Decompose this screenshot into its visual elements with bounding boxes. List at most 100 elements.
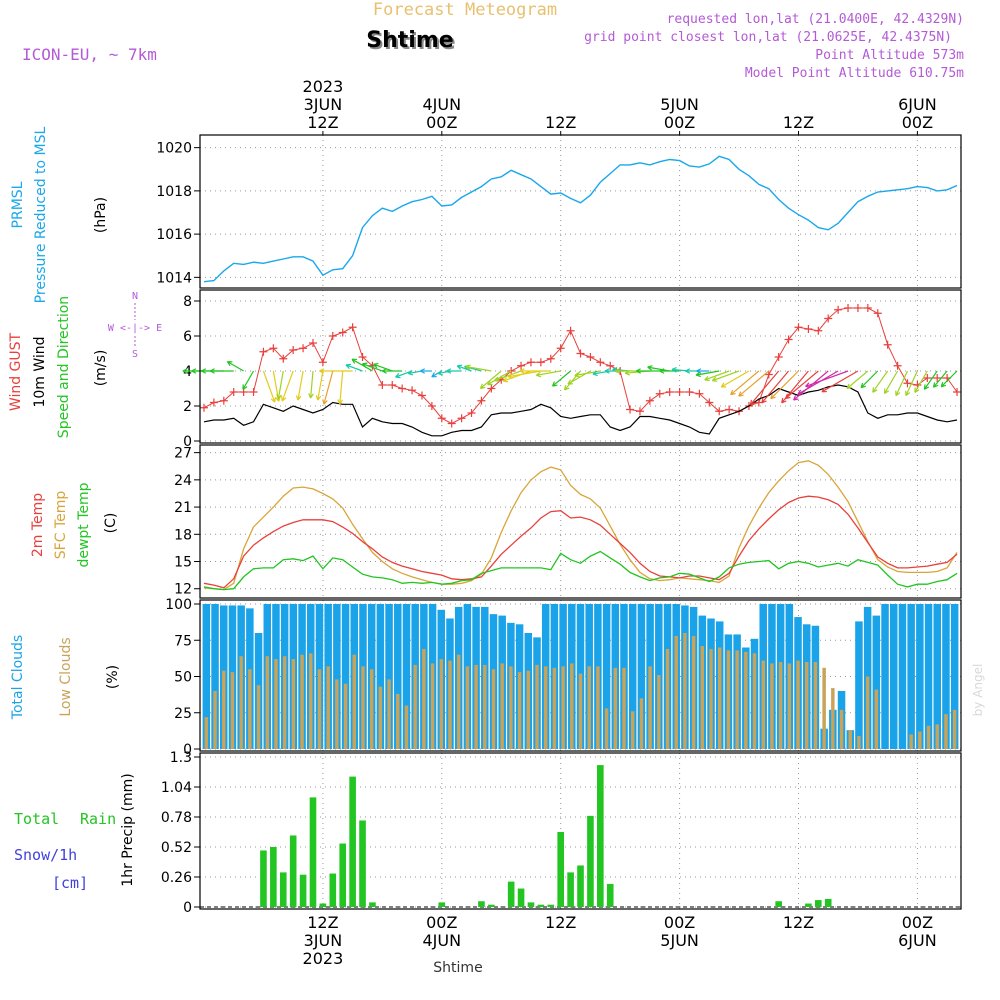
gust-marker <box>457 414 466 423</box>
gust-marker <box>635 407 644 416</box>
low-cloud-bar <box>622 667 626 749</box>
wind-arrow <box>940 370 958 388</box>
wind-arrow <box>381 368 403 374</box>
gust-marker <box>764 370 773 379</box>
bottom-time-label: 6JUN <box>898 931 937 950</box>
wind-arrow <box>659 368 680 374</box>
wind-arrow <box>784 370 819 400</box>
low-cloud-bar <box>570 663 574 749</box>
wind-arrow <box>551 370 571 387</box>
temp-ytick-label: 24 <box>174 473 192 489</box>
low-cloud-bar <box>918 731 922 749</box>
precip-bar <box>299 874 307 907</box>
top-time-label: 12Z <box>783 113 814 132</box>
low-cloud-bar <box>369 669 374 749</box>
pressure-ytick-label: 1020 <box>156 141 192 157</box>
precip-ytick-label: 0.26 <box>161 870 192 886</box>
low-cloud-bar <box>804 662 809 749</box>
gust-marker <box>566 326 575 335</box>
clouds-ytick-label: 25 <box>174 706 192 722</box>
low-cloud-bar <box>831 688 835 749</box>
gust-marker <box>804 325 813 333</box>
wind-arrow <box>846 370 869 390</box>
point-altitude: Point Altitude 573m <box>815 48 964 63</box>
low-cloud-bar <box>909 734 913 749</box>
low-cloud-bar <box>561 666 565 749</box>
wind-arrow <box>635 368 660 374</box>
low-cloud-bar <box>535 664 539 749</box>
low-cloud-bar <box>665 648 670 749</box>
gust-marker <box>665 388 674 396</box>
wind-arrow <box>770 370 799 400</box>
gust-marker <box>348 323 357 332</box>
wind-arrow <box>711 370 740 382</box>
low-cloud-bar <box>778 662 783 749</box>
wind-arrow <box>696 368 710 374</box>
low-cloud-bar <box>735 650 739 749</box>
bottom-time-label: 12Z <box>307 913 338 932</box>
gust-marker <box>923 374 932 382</box>
gust-marker <box>784 335 793 344</box>
gust-marker <box>517 361 526 370</box>
compass-we: W <-|-> E <box>108 323 162 334</box>
low-cloud-bar <box>848 730 852 749</box>
temp2m-line <box>203 495 958 589</box>
low-cloud-bar <box>744 651 748 749</box>
model-altitude: Model Point Altitude 610.75m <box>745 66 964 81</box>
wind-arrow <box>704 370 730 382</box>
precip-ytick-label: 0 <box>183 900 192 916</box>
low-cloud-bar <box>474 664 478 749</box>
gust-marker <box>427 402 436 410</box>
gust-marker <box>695 389 704 398</box>
low-cloud-bar <box>709 648 713 749</box>
total-cloud-bar <box>211 604 219 749</box>
sfctemp-label: SFC Temp <box>53 491 69 560</box>
low-cloud-bar <box>944 714 948 749</box>
low-cloud-bar <box>265 656 269 749</box>
total-cloud-bar <box>933 604 941 749</box>
bottom-time-label: 2023 <box>303 949 344 968</box>
total-cloud-bar <box>394 604 402 749</box>
gust-marker <box>219 396 228 405</box>
precip-panel: 0 0.26 0.52 0.78 1.04 1.3 <box>161 750 961 916</box>
wind-arrow <box>493 370 522 382</box>
wind-ytick-label: 8 <box>183 294 192 310</box>
wind-arrow <box>337 370 344 405</box>
wind-arrow <box>315 370 324 401</box>
low-cloud-bar <box>674 635 678 749</box>
gust-marker <box>447 419 456 428</box>
low-cloud-bar <box>343 683 348 749</box>
wind-arrow <box>923 370 938 390</box>
precip-bar <box>488 904 495 907</box>
gust-marker <box>844 304 853 312</box>
requested-coords: requested lon,lat (21.0400E, 42.4329N) <box>667 12 964 27</box>
low-cloud-bar <box>552 667 557 749</box>
precip-bar <box>359 820 366 907</box>
gridpoint-coords: grid point closest lon,lat (21.0625E, 42… <box>584 30 952 45</box>
bottom-location: Shtime <box>433 960 482 976</box>
pressure-ytick-label: 1016 <box>156 227 192 243</box>
low-cloud-bar <box>396 693 400 749</box>
low-cloud-bar <box>404 705 409 749</box>
low-cloud-bar <box>387 679 391 749</box>
total-cloud-bar <box>942 604 950 749</box>
low-cloud-bar <box>526 670 531 749</box>
gust-marker <box>645 396 654 405</box>
wind-arrow <box>883 370 899 395</box>
model-label: ICON-EU, ~ 7km <box>22 45 157 64</box>
bottom-time-label: 00Z <box>664 913 695 932</box>
temp-panel: 12 15 18 21 24 27 <box>174 445 961 598</box>
low-cloud-bar <box>952 709 957 749</box>
precip-bar <box>597 765 604 907</box>
gust-marker <box>358 353 367 361</box>
bottom-time-label: 5JUN <box>660 931 699 950</box>
gust-marker <box>279 354 288 363</box>
low-cloud-bar <box>361 666 365 749</box>
wind-arrow <box>276 370 284 400</box>
wind-arrow <box>914 370 928 393</box>
gust-marker <box>437 414 446 423</box>
low-cloud-bar <box>691 635 696 749</box>
total-cloud-bar <box>341 604 350 749</box>
total-clouds-label: Total Clouds <box>10 635 26 720</box>
low-cloud-bar <box>491 669 496 749</box>
